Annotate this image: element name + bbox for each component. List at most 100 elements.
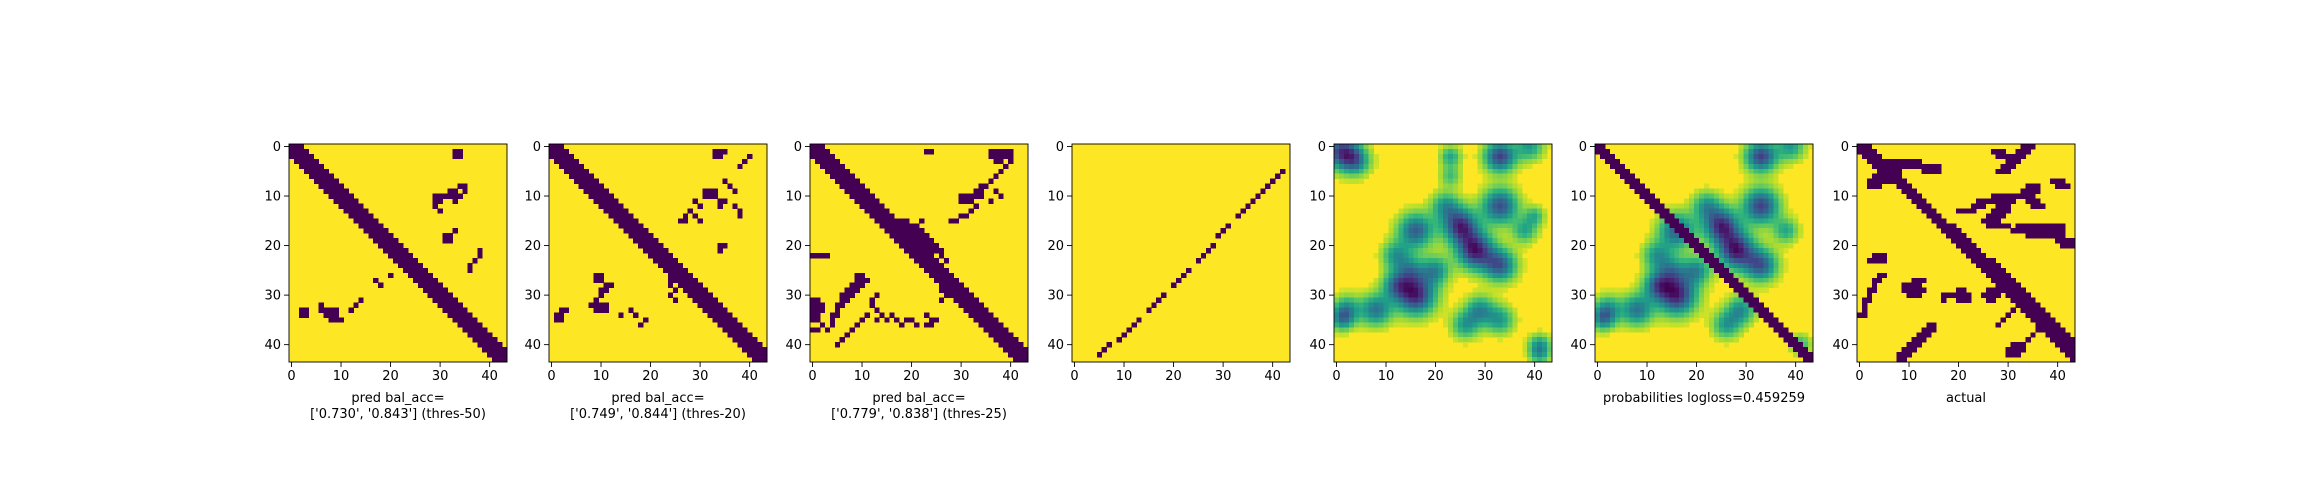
- diagonal-cell: [407, 267, 414, 274]
- heatmap-cell: [1995, 193, 2002, 199]
- heatmap-cell: [1497, 213, 1503, 219]
- diagonal-cell: [633, 228, 639, 234]
- heatmap-cell: [1708, 257, 1715, 264]
- heatmap-cell: [1861, 312, 1868, 318]
- heatmap-cell: [1654, 267, 1660, 274]
- heatmap-cell: [1008, 158, 1014, 165]
- heatmap-cell: [1413, 248, 1419, 254]
- heatmap-cell: [1398, 262, 1404, 269]
- heatmap-cell: [1487, 302, 1493, 308]
- diagonal-cell: [398, 253, 404, 259]
- heatmap-cell: [712, 188, 718, 194]
- heatmap-cell: [2010, 158, 2016, 165]
- heatmap-cell: [2010, 292, 2016, 298]
- heatmap-cell: [1901, 357, 1907, 363]
- heatmap-cell: [938, 277, 945, 284]
- diagonal-cell: [648, 248, 654, 254]
- diagonal-cell: [477, 322, 483, 328]
- heatmap-cell: [1609, 292, 1616, 298]
- heatmap-cell: [1738, 144, 1744, 150]
- heatmap-cell: [1881, 168, 1888, 175]
- diagonal-cell: [427, 292, 434, 298]
- diagonal-cell: [398, 262, 404, 269]
- heatmap-cell: [1704, 302, 1710, 308]
- heatmap-cell: [1758, 213, 1764, 219]
- heatmap-cell: [1438, 277, 1444, 284]
- diagonal-cell: [653, 257, 659, 264]
- heatmap-cell: [1748, 233, 1754, 239]
- heatmap-cell: [303, 312, 310, 318]
- y-tick-label: 20: [1047, 239, 1064, 254]
- heatmap-cell: [1353, 158, 1360, 165]
- heatmap-cell: [1763, 193, 1769, 199]
- heatmap-cell: [1423, 267, 1429, 274]
- diagonal-cell: [497, 357, 503, 363]
- diagonal-cell: [422, 267, 429, 274]
- heatmap-cell: [1457, 253, 1464, 259]
- heatmap-cell: [1467, 302, 1474, 308]
- heatmap-cell: [1398, 297, 1404, 303]
- heatmap-cell: [1783, 238, 1789, 244]
- diagonal-cell: [497, 347, 503, 353]
- heatmap-cell: [1477, 158, 1483, 165]
- heatmap-cell: [1684, 322, 1690, 328]
- diagonal-cell: [308, 163, 315, 170]
- heatmap-cell: [1358, 168, 1365, 175]
- heatmap-cell: [958, 193, 964, 199]
- heatmap-cell: [1669, 282, 1675, 289]
- heatmap-cell: [1502, 267, 1508, 274]
- heatmap-cell: [1522, 248, 1528, 254]
- heatmap-cell: [1684, 253, 1690, 259]
- diagonal-cell: [313, 178, 320, 184]
- heatmap-cell: [1758, 188, 1764, 194]
- heatmap-cell: [1447, 144, 1454, 150]
- heatmap-cell: [1447, 243, 1454, 249]
- heatmap-cell: [1358, 317, 1365, 323]
- heatmap-cell: [1373, 312, 1379, 318]
- heatmap-cell: [717, 198, 723, 204]
- heatmap-cell: [1624, 287, 1631, 293]
- diagonal-cell: [633, 238, 639, 244]
- heatmap-cell: [1768, 223, 1774, 229]
- heatmap-cell: [1338, 178, 1345, 184]
- heatmap-cell: [1378, 257, 1384, 264]
- diagonal-cell: [658, 257, 664, 264]
- heatmap-cell: [1886, 178, 1893, 184]
- diagonal-cell: [613, 203, 619, 209]
- heatmap-cell: [1472, 312, 1479, 318]
- heatmap-cell: [1803, 337, 1809, 343]
- heatmap-cell: [914, 238, 920, 244]
- heatmap-cell: [953, 218, 959, 224]
- diagonal-cell: [849, 183, 855, 189]
- heatmap-cell: [1393, 267, 1399, 274]
- heatmap-cell: [1522, 213, 1528, 219]
- heatmap-cell: [1492, 253, 1498, 259]
- heatmap-cell: [1368, 158, 1374, 165]
- heatmap-cell: [943, 292, 950, 298]
- heatmap-cell: [593, 302, 599, 308]
- diagonal-cell: [303, 153, 310, 160]
- heatmap-cell: [1443, 148, 1449, 155]
- heatmap-cell: [1738, 272, 1744, 279]
- heatmap-cell: [814, 307, 821, 313]
- diagonal-cell: [402, 262, 409, 269]
- heatmap-cell: [1604, 302, 1611, 308]
- heatmap-cell: [1748, 302, 1754, 308]
- y-tick-label: 10: [785, 190, 802, 205]
- heatmap-cell: [1743, 297, 1749, 303]
- heatmap-cell: [1659, 233, 1665, 239]
- diagonal-cell: [613, 198, 619, 204]
- heatmap-cell: [1654, 198, 1660, 204]
- heatmap-cell: [1694, 262, 1700, 269]
- heatmap-cell: [1443, 267, 1449, 274]
- heatmap-cell: [1378, 307, 1384, 313]
- heatmap-cell: [1443, 168, 1449, 175]
- diagonal-cell: [477, 337, 483, 343]
- heatmap-cell: [1472, 332, 1479, 338]
- diagonal-cell: [899, 223, 905, 229]
- heatmap-cell: [457, 183, 463, 189]
- heatmap-cell: [1758, 173, 1764, 180]
- diagonal-cell: [578, 183, 585, 189]
- diagonal-cell: [593, 178, 599, 184]
- heatmap-cell: [1654, 297, 1660, 303]
